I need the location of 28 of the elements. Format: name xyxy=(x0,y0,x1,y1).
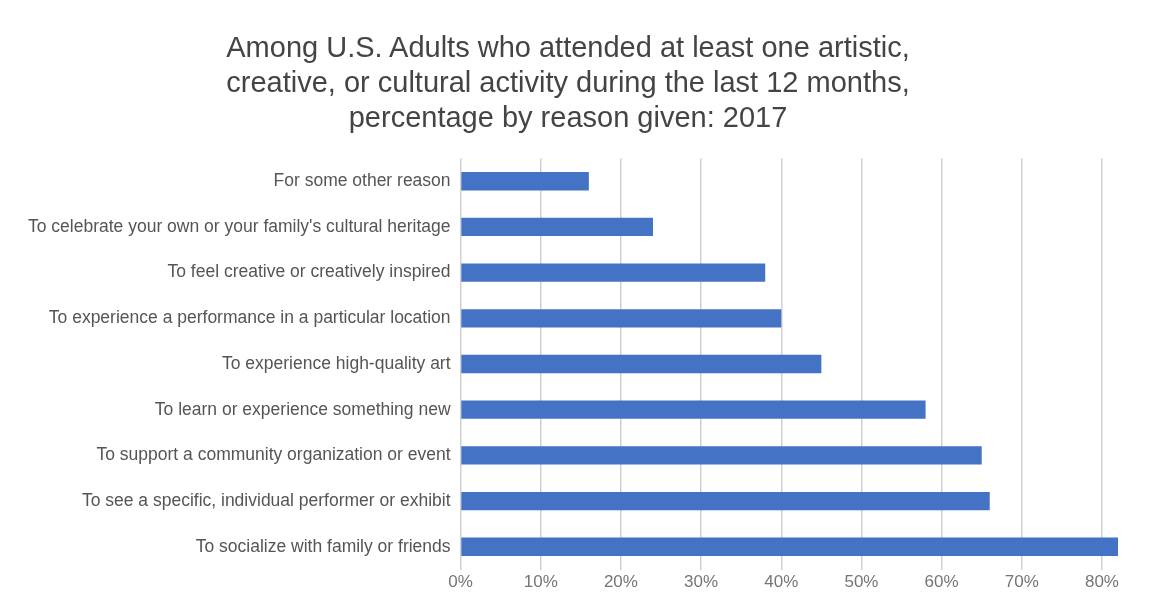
bar xyxy=(461,446,982,465)
x-tick-label: 0% xyxy=(448,572,473,592)
y-tick-label: To experience high-quality art xyxy=(221,352,451,373)
x-tick-label: 10% xyxy=(523,572,558,592)
y-tick-label: To celebrate your own or your family's cultural heritage xyxy=(27,215,451,236)
x-tick-label: 50% xyxy=(844,572,879,592)
bar xyxy=(461,217,653,237)
x-tick-label: 20% xyxy=(603,572,638,592)
bar xyxy=(461,172,589,191)
bar xyxy=(461,263,766,282)
y-tick-label: For some other reason xyxy=(273,170,451,191)
y-tick-label: To feel creative or creatively inspired xyxy=(167,261,451,282)
x-tick-label: 30% xyxy=(684,572,719,592)
x-tick-label: 80% xyxy=(1084,572,1119,592)
bar xyxy=(461,400,926,419)
y-tick-label: To learn or experience something new xyxy=(154,398,451,419)
chart-title: Among U.S. Adults who attended at least one artistic, creative, or cultural activity during the last 12 months, percentage by reason given: 2017 xyxy=(226,31,910,133)
bar xyxy=(461,354,822,374)
y-tick-label: To see a specific, individual performer or exhibit xyxy=(81,489,451,510)
bar xyxy=(461,491,990,511)
x-tick-label: 70% xyxy=(1004,572,1039,592)
y-tick-label: To experience a performance in a particular location xyxy=(48,307,451,328)
y-tick-label: To socialize with family or friends xyxy=(195,535,451,556)
x-tick-label: 60% xyxy=(924,572,959,592)
y-tick-label: To support a community organization or event xyxy=(96,444,451,465)
bar xyxy=(461,309,782,328)
x-tick-label: 40% xyxy=(764,572,799,592)
bar xyxy=(461,537,1118,556)
